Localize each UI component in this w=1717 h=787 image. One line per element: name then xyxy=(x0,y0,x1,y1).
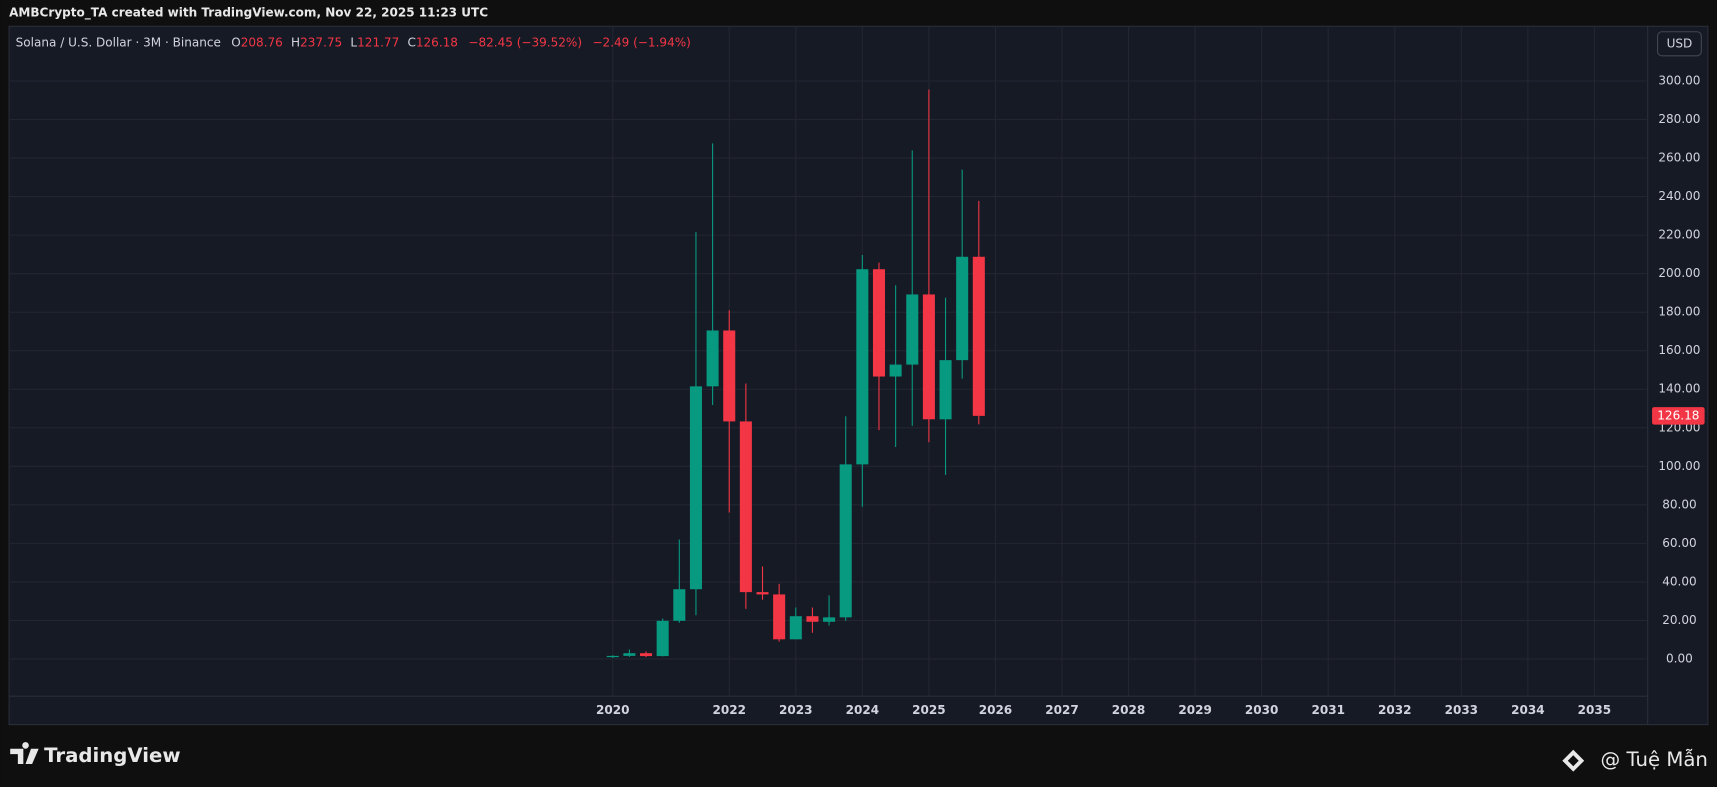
candle-body xyxy=(889,364,902,377)
candle-body xyxy=(756,592,769,595)
credit-icon xyxy=(1562,749,1585,772)
y-tick-label: 300.00 xyxy=(1658,73,1700,87)
currency-button[interactable]: USD xyxy=(1656,31,1702,57)
currency-button-frame[interactable] xyxy=(1656,31,1702,57)
candle-body xyxy=(689,386,702,590)
y-tick-label: 180.00 xyxy=(1658,305,1700,319)
candle-body xyxy=(623,653,636,656)
open-value: 208.76 xyxy=(241,35,283,49)
y-tick-label: 200.00 xyxy=(1658,266,1700,280)
candle-body xyxy=(823,617,836,622)
y-tick-label: 280.00 xyxy=(1658,112,1700,126)
brand-name[interactable]: TradingView xyxy=(44,744,180,767)
x-tick-label: 2034 xyxy=(1511,703,1545,717)
y-tick-label: 40.00 xyxy=(1662,574,1696,588)
candle-body xyxy=(956,256,969,361)
x-tick-label: 2030 xyxy=(1245,703,1279,717)
x-tick-label: 2026 xyxy=(979,703,1013,717)
symbol-legend: Solana / U.S. Dollar · 3M · Binance O208… xyxy=(16,35,691,49)
y-tick-label: 100.00 xyxy=(1658,459,1700,473)
last-price-badge xyxy=(1652,407,1705,425)
watermark: AMBCrypto_TA created with TradingView.co… xyxy=(9,6,488,21)
candle-body xyxy=(739,421,752,593)
low-value: 121.77 xyxy=(357,35,399,49)
x-tick-label: 2027 xyxy=(1045,703,1079,717)
close-value: 126.18 xyxy=(416,35,458,49)
y-tick-label: 80.00 xyxy=(1662,497,1696,511)
y-tick-label: 20.00 xyxy=(1662,613,1696,627)
x-tick-label: 2028 xyxy=(1112,703,1146,717)
close-label: C xyxy=(407,35,415,49)
y-tick-label: 60.00 xyxy=(1662,536,1696,550)
candle-body xyxy=(606,655,619,658)
candles xyxy=(606,89,985,659)
x-tick-label: 2033 xyxy=(1445,703,1479,717)
x-tick-label: 2020 xyxy=(596,703,630,717)
x-tick-label: 2022 xyxy=(712,703,746,717)
candle-body xyxy=(856,269,869,465)
change: −82.45 (−39.52%) xyxy=(468,35,582,49)
currency-label[interactable]: USD xyxy=(1667,36,1693,50)
x-tick-label: 2032 xyxy=(1378,703,1412,717)
high-value: 237.75 xyxy=(300,35,342,49)
candle-body xyxy=(906,294,919,365)
x-tick-label: 2023 xyxy=(779,703,813,717)
x-tick-label: 2029 xyxy=(1178,703,1212,717)
axes: 0.0020.0040.0060.0080.00100.00120.00140.… xyxy=(596,73,1705,717)
candle-body xyxy=(872,269,886,377)
candle-body xyxy=(773,594,786,640)
candle-body xyxy=(922,294,935,420)
open-label: O xyxy=(231,35,240,49)
grid xyxy=(9,26,1648,697)
y-tick-label: 140.00 xyxy=(1658,382,1700,396)
candle-body xyxy=(972,256,985,416)
x-tick-label: 2035 xyxy=(1578,703,1612,717)
credit: @ Tuệ Mẫn xyxy=(1601,748,1708,771)
candle-body xyxy=(706,330,719,387)
candle-body xyxy=(656,620,669,657)
y-tick-label: 240.00 xyxy=(1658,189,1700,203)
y-tick-label: 160.00 xyxy=(1658,343,1700,357)
x-tick-label: 2024 xyxy=(846,703,880,717)
candle-body xyxy=(939,360,952,420)
brand-logo[interactable] xyxy=(10,742,39,765)
last-price-label: 126.18 xyxy=(1657,408,1699,422)
candle-body xyxy=(789,616,802,640)
last-change: −2.49 (−1.94%) xyxy=(592,35,690,49)
candle-body xyxy=(839,464,852,618)
low-label: L xyxy=(350,35,357,49)
y-tick-label: 220.00 xyxy=(1658,228,1700,242)
symbol: Solana / U.S. Dollar · 3M · Binance xyxy=(16,35,221,49)
candle-body xyxy=(806,616,819,622)
x-tick-label: 2025 xyxy=(912,703,946,717)
high-label: H xyxy=(291,35,300,49)
x-tick-label: 2031 xyxy=(1311,703,1345,717)
candle-body xyxy=(640,653,653,657)
candle-body xyxy=(723,330,736,422)
brand[interactable]: TradingView xyxy=(10,742,181,767)
candle-body xyxy=(673,589,686,621)
y-tick-label: 0.00 xyxy=(1666,651,1693,665)
y-tick-label: 260.00 xyxy=(1658,151,1700,165)
